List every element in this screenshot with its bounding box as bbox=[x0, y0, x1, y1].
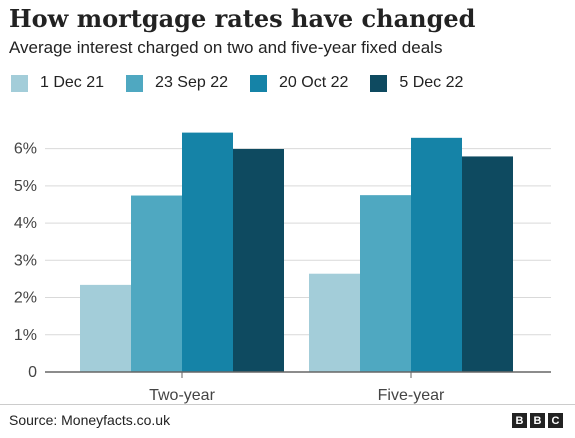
y-tick-label: 3% bbox=[14, 252, 37, 269]
legend-label-1-dec-21: 1 Dec 21 bbox=[40, 74, 105, 91]
bbc-logo-letter: B bbox=[530, 413, 545, 428]
legend-item-1-dec-21: 1 Dec 21 bbox=[11, 74, 104, 92]
bar-two-year-20-oct-22 bbox=[182, 132, 233, 372]
chart-subtitle: Average interest charged on two and five… bbox=[9, 38, 443, 57]
legend-label-20-oct-22: 20 Oct 22 bbox=[279, 74, 349, 91]
bbc-logo-letter: B bbox=[512, 413, 527, 428]
legend: 1 Dec 21 23 Sep 22 20 Oct 22 5 Dec 22 bbox=[11, 73, 485, 93]
y-tick-label: 0 bbox=[28, 364, 37, 381]
bar-five-year-5-dec-22 bbox=[462, 156, 513, 372]
bar-two-year-23-sep-22 bbox=[131, 195, 182, 372]
y-tick-label: 2% bbox=[14, 290, 37, 307]
chart-title: How mortgage rates have changed bbox=[9, 4, 476, 33]
footer-divider bbox=[0, 404, 575, 405]
legend-label-23-sep-22: 23 Sep 22 bbox=[155, 74, 228, 91]
bar-five-year-1-dec-21 bbox=[309, 273, 360, 372]
bbc-logo: B B C bbox=[509, 413, 563, 428]
legend-swatch-20-oct-22 bbox=[250, 74, 267, 92]
bbc-logo-letter: C bbox=[548, 413, 563, 428]
legend-swatch-23-sep-22 bbox=[126, 74, 144, 92]
bar-chart: 0 1% 2% 3% 4% 5% 6% Two-year Five-year bbox=[14, 132, 551, 404]
legend-item-20-oct-22: 20 Oct 22 bbox=[250, 74, 348, 92]
y-tick-label: 5% bbox=[14, 178, 37, 195]
legend-item-23-sep-22: 23 Sep 22 bbox=[126, 74, 228, 92]
y-tick-label: 1% bbox=[14, 327, 37, 344]
legend-swatch-1-dec-21 bbox=[11, 74, 28, 92]
legend-swatch-5-dec-22 bbox=[370, 74, 388, 92]
x-tick-label: Two-year bbox=[149, 387, 215, 404]
bar-five-year-23-sep-22 bbox=[360, 195, 411, 372]
bar-five-year-20-oct-22 bbox=[411, 137, 462, 372]
bar-two-year-1-dec-21 bbox=[80, 284, 131, 372]
legend-label-5-dec-22: 5 Dec 22 bbox=[399, 74, 464, 91]
source-note: Source: Moneyfacts.co.uk bbox=[9, 412, 171, 428]
bar-two-year-5-dec-22 bbox=[233, 148, 284, 372]
footer: Source: Moneyfacts.co.uk B B C bbox=[0, 404, 575, 438]
x-tick-label: Five-year bbox=[378, 387, 445, 404]
legend-item-5-dec-22: 5 Dec 22 bbox=[370, 74, 463, 92]
y-tick-label: 6% bbox=[14, 141, 37, 158]
y-tick-label: 4% bbox=[14, 215, 37, 232]
